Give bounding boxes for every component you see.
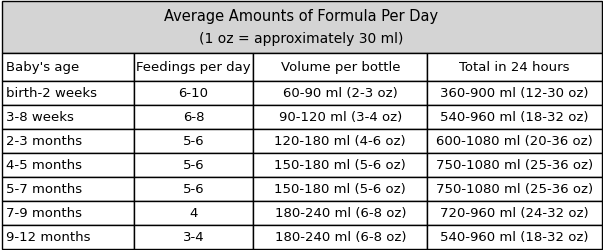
Bar: [134, 153, 253, 177]
Bar: [134, 129, 253, 153]
Bar: [253, 53, 428, 81]
Bar: [1, 201, 134, 224]
Bar: [134, 105, 253, 129]
Bar: [253, 81, 428, 105]
Bar: [253, 201, 428, 224]
Bar: [1, 224, 134, 248]
Bar: [1, 177, 134, 201]
Bar: [1, 81, 134, 105]
Bar: [253, 153, 428, 177]
Bar: [253, 105, 428, 129]
Bar: [134, 177, 253, 201]
Bar: [1, 129, 134, 153]
Bar: [134, 224, 253, 248]
Text: 540-960 ml (18-32 oz): 540-960 ml (18-32 oz): [440, 230, 589, 243]
Bar: [134, 201, 253, 224]
Text: 150-180 ml (5-6 oz): 150-180 ml (5-6 oz): [274, 158, 406, 171]
Bar: [428, 81, 602, 105]
Text: Average Amounts of Formula Per Day: Average Amounts of Formula Per Day: [165, 8, 438, 24]
Bar: [253, 177, 428, 201]
Text: 5-6: 5-6: [183, 182, 204, 195]
Text: 360-900 ml (12-30 oz): 360-900 ml (12-30 oz): [440, 87, 589, 100]
Bar: [1, 105, 134, 129]
Bar: [428, 224, 602, 248]
Bar: [428, 105, 602, 129]
Text: 750-1080 ml (25-36 oz): 750-1080 ml (25-36 oz): [436, 158, 593, 171]
Bar: [428, 153, 602, 177]
Text: 6-8: 6-8: [183, 110, 204, 124]
Text: 9-12 months: 9-12 months: [7, 230, 91, 243]
Text: 3-4: 3-4: [183, 230, 204, 243]
Bar: [428, 177, 602, 201]
Bar: [253, 129, 428, 153]
Text: 750-1080 ml (25-36 oz): 750-1080 ml (25-36 oz): [436, 182, 593, 195]
Text: 4: 4: [189, 206, 198, 219]
Text: 2-3 months: 2-3 months: [7, 134, 83, 147]
Bar: [1, 153, 134, 177]
Text: 540-960 ml (18-32 oz): 540-960 ml (18-32 oz): [440, 110, 589, 124]
Bar: [1, 53, 134, 81]
Text: 720-960 ml (24-32 oz): 720-960 ml (24-32 oz): [440, 206, 589, 219]
Text: Volume per bottle: Volume per bottle: [280, 61, 400, 74]
Bar: [134, 53, 253, 81]
Text: Total in 24 hours: Total in 24 hours: [459, 61, 570, 74]
Text: birth-2 weeks: birth-2 weeks: [7, 87, 98, 100]
Bar: [428, 129, 602, 153]
Text: 3-8 weeks: 3-8 weeks: [7, 110, 74, 124]
Text: 6-10: 6-10: [178, 87, 209, 100]
Text: 180-240 ml (6-8 oz): 180-240 ml (6-8 oz): [274, 206, 406, 219]
Text: 4-5 months: 4-5 months: [7, 158, 83, 171]
Text: 600-1080 ml (20-36 oz): 600-1080 ml (20-36 oz): [436, 134, 593, 147]
Bar: [428, 53, 602, 81]
Text: Baby's age: Baby's age: [7, 61, 80, 74]
Text: 90-120 ml (3-4 oz): 90-120 ml (3-4 oz): [279, 110, 402, 124]
Bar: [134, 81, 253, 105]
Bar: [1, 2, 602, 53]
Bar: [253, 224, 428, 248]
Text: Feedings per day: Feedings per day: [136, 61, 251, 74]
Text: 60-90 ml (2-3 oz): 60-90 ml (2-3 oz): [283, 87, 398, 100]
Bar: [428, 201, 602, 224]
Text: 5-6: 5-6: [183, 158, 204, 171]
Text: 150-180 ml (5-6 oz): 150-180 ml (5-6 oz): [274, 182, 406, 195]
Text: 180-240 ml (6-8 oz): 180-240 ml (6-8 oz): [274, 230, 406, 243]
Text: 120-180 ml (4-6 oz): 120-180 ml (4-6 oz): [274, 134, 406, 147]
Text: 7-9 months: 7-9 months: [7, 206, 83, 219]
Text: 5-7 months: 5-7 months: [7, 182, 83, 195]
Text: 5-6: 5-6: [183, 134, 204, 147]
Text: (1 oz = approximately 30 ml): (1 oz = approximately 30 ml): [200, 32, 403, 46]
